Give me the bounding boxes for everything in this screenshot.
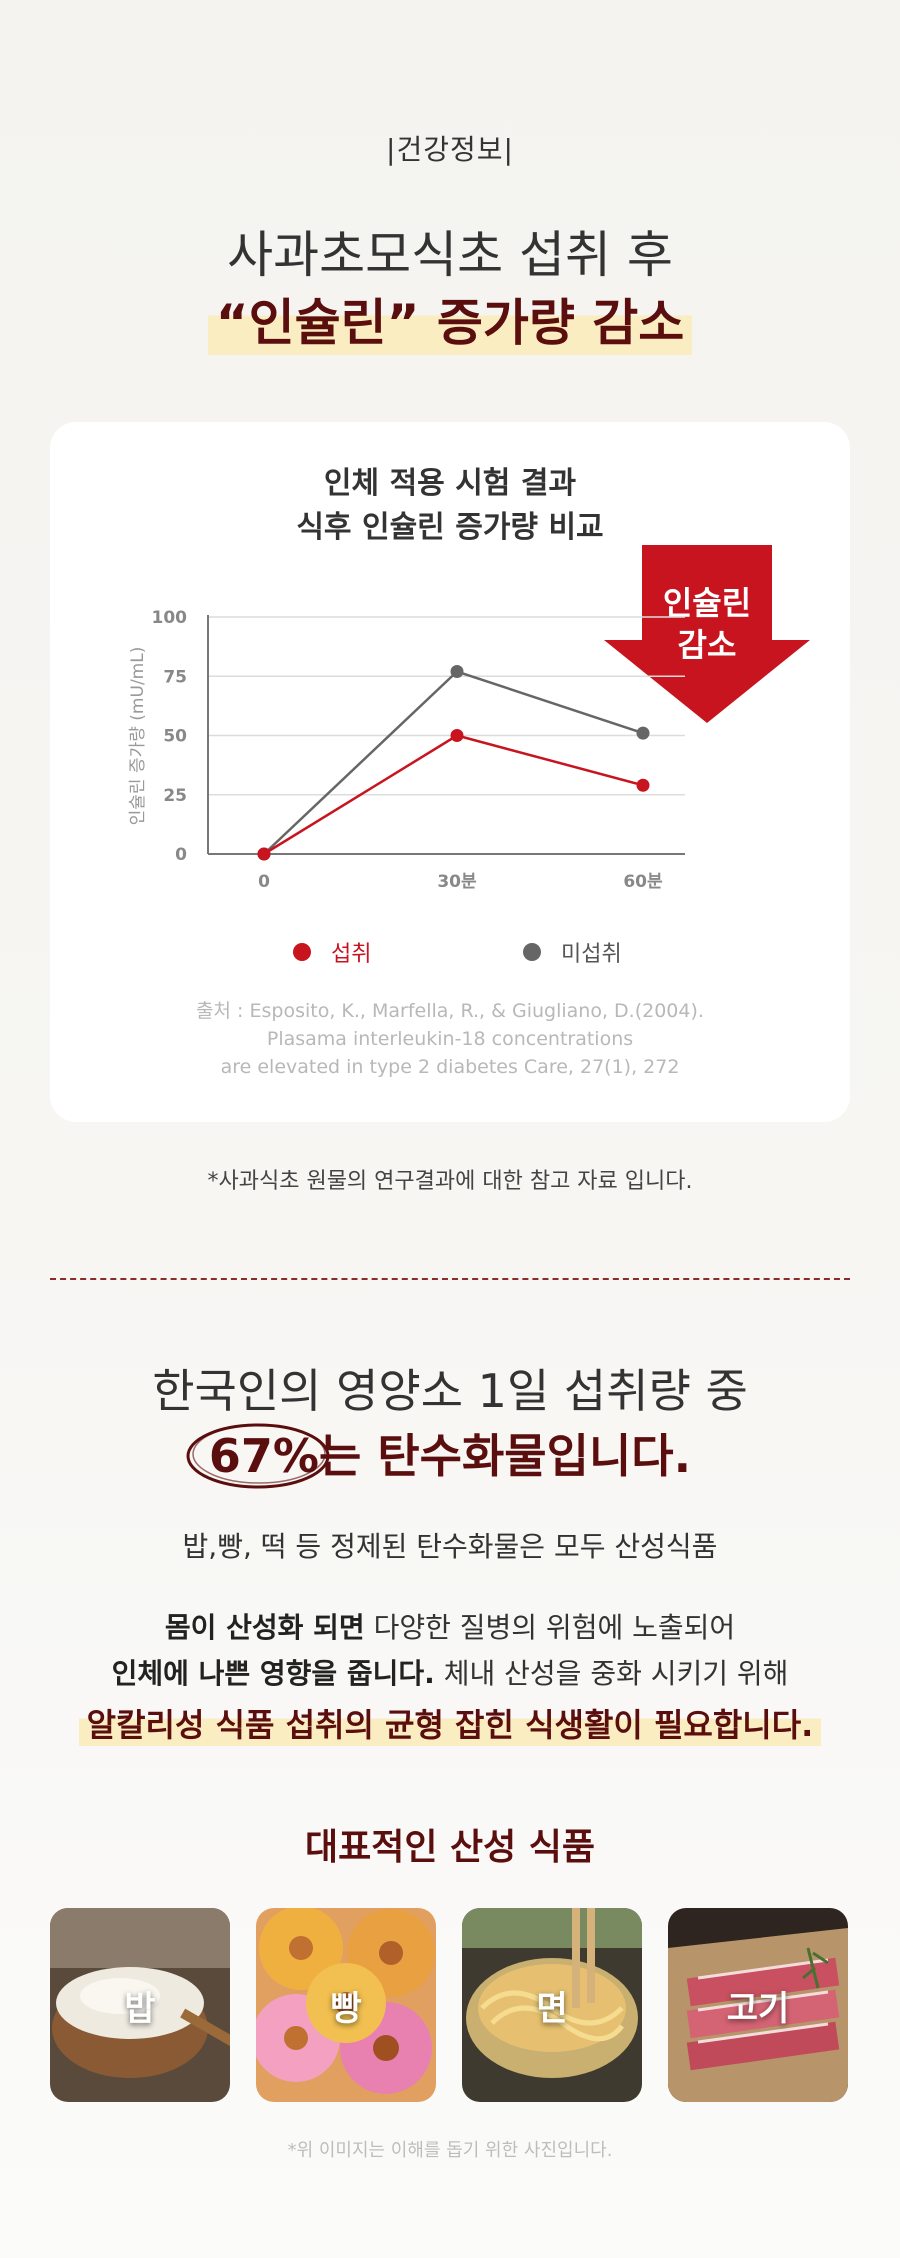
reference-note: *사과식초 원물의 연구결과에 대한 참고 자료 입니다. xyxy=(207,1169,693,1194)
chart-card-title-line1: 인체 적용 시험 결과 xyxy=(323,466,577,501)
legend-dot-intake xyxy=(293,943,311,961)
rice-bowl-image xyxy=(50,1908,230,2102)
carb-p3-bold: 인체에 나쁜 영향을 줍니다. xyxy=(111,1657,435,1690)
section-tag: |건강정보| xyxy=(386,133,514,166)
arrow-label-line1: 인슐린 xyxy=(662,584,752,622)
page-title-line2: “인슐린” 증가량 감소 xyxy=(207,283,693,355)
legend-item-no-intake: 미섭취 xyxy=(523,936,622,968)
y-tick-label: 25 xyxy=(163,786,187,806)
y-tick-label: 75 xyxy=(163,667,187,687)
noodles-pot-image xyxy=(462,1908,642,2102)
y-axis-label: 인슐린 증가량 (mU/mL) xyxy=(128,647,148,826)
data-point xyxy=(450,665,464,679)
data-point xyxy=(636,726,650,740)
series-line-1 xyxy=(263,670,644,855)
alkaline-highlight: 알칼리성 식품 섭취의 균형 잡힌 식생활이 필요합니다. xyxy=(78,1700,822,1746)
y-tick-label: 0 xyxy=(175,845,187,865)
arrow-label: 인슐린 감소 xyxy=(604,582,810,666)
legend-label-intake: 섭취 xyxy=(331,942,372,967)
data-point xyxy=(257,847,271,861)
source-citation: 출처 : Esposito, K., Marfella, R., & Giugl… xyxy=(50,997,850,1081)
food-card-rice: 밥 xyxy=(50,1908,230,2102)
y-tick-label: 100 xyxy=(152,608,188,628)
percent-value: 67% xyxy=(208,1429,320,1483)
carb-paragraph2: 몸이 산성화 되면 다양한 질병의 위험에 노출되어 인체에 나쁜 영향을 줍니… xyxy=(0,1605,900,1697)
y-tick-label: 50 xyxy=(163,727,187,747)
donuts-image xyxy=(256,1908,436,2102)
chart-card: 인체 적용 시험 결과 식후 인슐린 증가량 비교 인슐린 감소 0 25 50 75… xyxy=(50,422,850,1122)
source-line1: 출처 : Esposito, K., Marfella, R., & Giugl… xyxy=(196,1000,704,1022)
raw-meat-image xyxy=(668,1908,848,2102)
food-label-rice: 밥 xyxy=(124,1988,156,2029)
legend-dot-no-intake xyxy=(523,943,541,961)
insulin-line-chart: 0 25 50 75 100 0 30분 60분 인슐린 증가량 (mU/mL) xyxy=(128,608,685,892)
dashed-divider xyxy=(50,1278,850,1280)
legend-item-intake: 섭취 xyxy=(293,936,371,968)
page-title-line2-wrap: “인슐린” 증가량 감소 xyxy=(0,283,900,355)
acidic-foods-title: 대표적인 산성 식품 xyxy=(304,1827,596,1868)
chart-card-title-line2: 식후 인슐린 증가량 비교 xyxy=(296,510,604,545)
carb-title-line1: 한국인의 영양소 1일 섭취량 중 xyxy=(152,1364,748,1418)
food-card-bread: 빵 xyxy=(256,1908,436,2102)
percent-highlight: 67% xyxy=(186,1423,330,1489)
carb-p3-rest: 체내 산성을 중화 시키기 위해 xyxy=(434,1657,789,1690)
image-disclaimer: *위 이미지는 이해를 돕기 위한 사진입니다. xyxy=(287,2140,613,2161)
carb-title-rest: 는 탄수화물입니다. xyxy=(319,1429,692,1483)
carb-p2-bold: 몸이 산성화 되면 xyxy=(164,1611,365,1644)
down-arrow-icon xyxy=(604,545,810,723)
data-point xyxy=(450,729,464,742)
data-point xyxy=(636,778,650,792)
x-tick-label: 30분 xyxy=(437,872,477,892)
food-label-meat: 고기 xyxy=(726,1988,790,2029)
food-label-bread: 빵 xyxy=(330,1988,362,2029)
x-tick-label: 60분 xyxy=(623,872,663,892)
chart-card-title: 인체 적용 시험 결과 식후 인슐린 증가량 비교 xyxy=(50,462,850,550)
source-line2: Plasama interleukin-18 concentrations xyxy=(266,1028,634,1050)
food-label-noodles: 면 xyxy=(536,1988,568,2029)
scribble-circle-icon xyxy=(186,1423,330,1489)
food-card-meat: 고기 xyxy=(668,1908,848,2102)
alkaline-highlight-wrap: 알칼리성 식품 섭취의 균형 잡힌 식생활이 필요합니다. xyxy=(0,1700,900,1746)
carb-paragraph1: 밥,빵, 떡 등 정제된 탄수화물은 모두 산성식품 xyxy=(182,1530,718,1563)
carb-p2-rest: 다양한 질병의 위험에 노출되어 xyxy=(364,1611,736,1644)
arrow-label-line2: 감소 xyxy=(677,626,737,664)
source-line3: are elevated in type 2 diabetes Care, 27… xyxy=(220,1056,680,1078)
page-title-line1: 사과초모식초 섭취 후 xyxy=(227,226,673,284)
food-card-noodles: 면 xyxy=(462,1908,642,2102)
legend-label-no-intake: 미섭취 xyxy=(561,942,622,967)
x-tick-label: 0 xyxy=(258,872,270,892)
carb-title-line2: 67% 는 탄수화물입니다. xyxy=(0,1420,900,1489)
